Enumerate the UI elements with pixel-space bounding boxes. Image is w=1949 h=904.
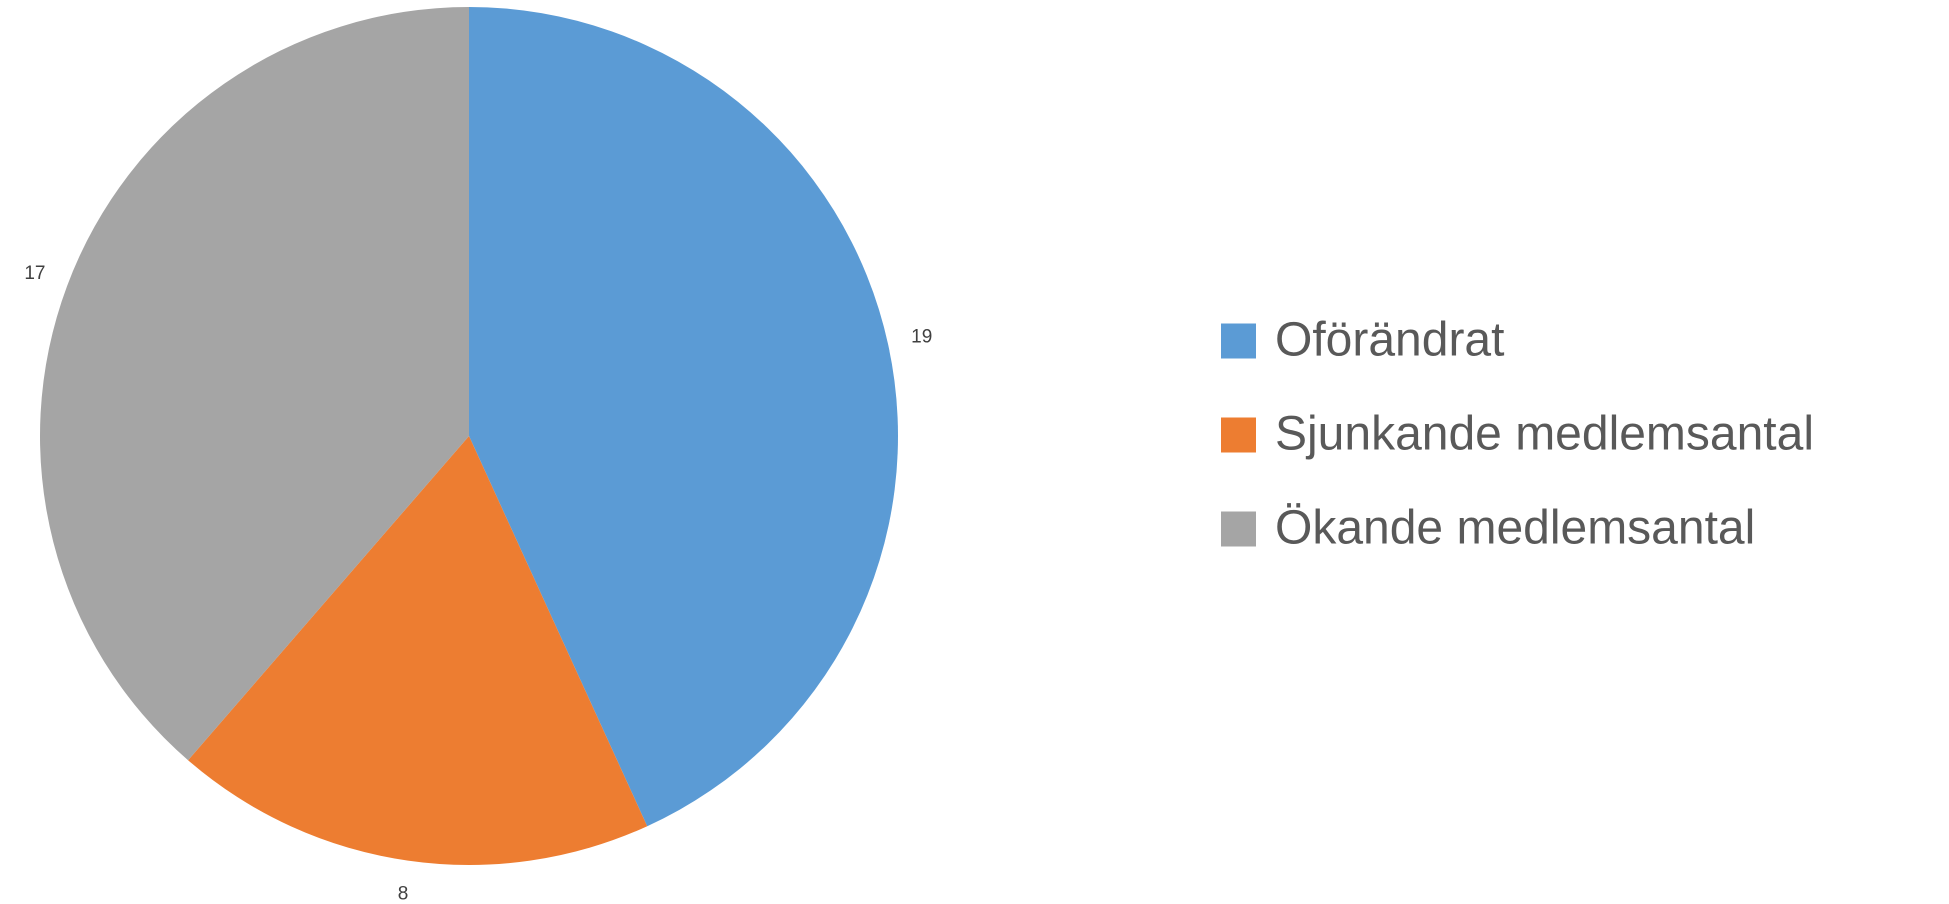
legend-swatch xyxy=(1221,417,1256,453)
legend-swatch xyxy=(1221,511,1256,547)
legend-label: Sjunkande medlemsantal xyxy=(1275,408,1814,461)
pie-slice xyxy=(188,436,648,865)
legend-label: Oförändrat xyxy=(1275,314,1504,367)
legend-label: Ökande medlemsantal xyxy=(1275,502,1755,555)
data-label: 19 xyxy=(911,327,932,348)
data-label: 17 xyxy=(24,263,45,284)
legend-swatch xyxy=(1221,323,1256,359)
data-label: 8 xyxy=(398,884,409,904)
pie-slice xyxy=(469,7,898,827)
pie-slice xyxy=(40,7,469,761)
